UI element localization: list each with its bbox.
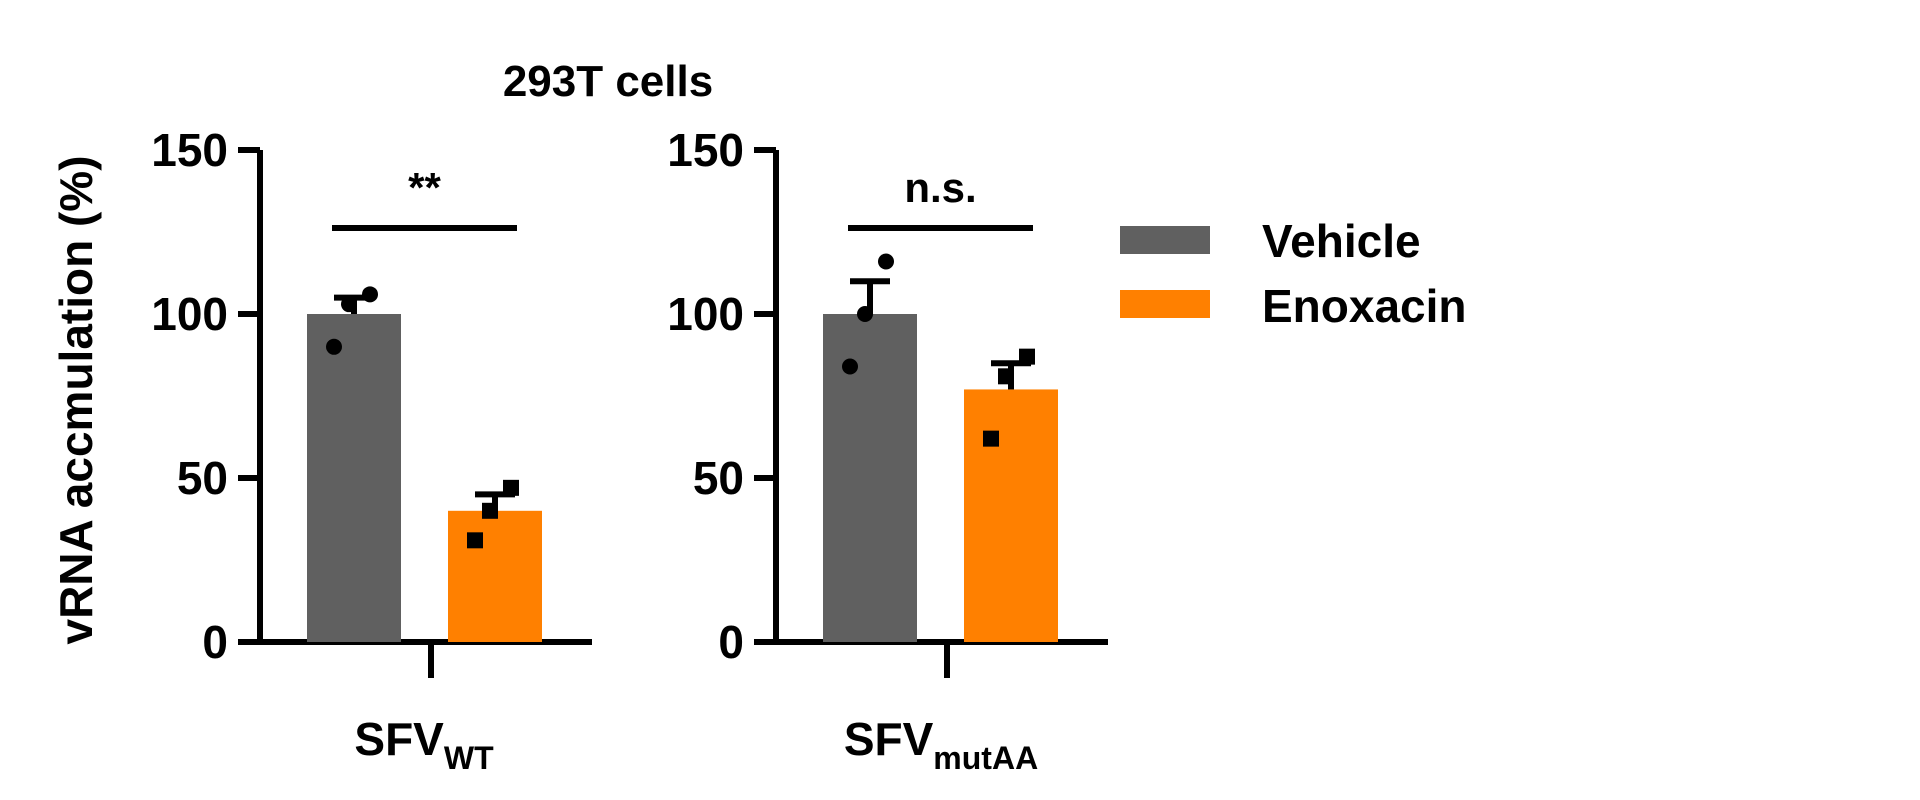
data-point-enoxacin-sfv-wt-2	[503, 479, 519, 496]
data-point-vehicle-sfv-mutaa-0	[842, 358, 858, 375]
legend: Vehicle Enoxacin	[1120, 215, 1467, 332]
y-tick-label-100: 100	[667, 288, 744, 340]
bar-vehicle-sfv-mutaa	[823, 314, 917, 642]
data-point-vehicle-sfv-wt-1	[341, 296, 357, 313]
legend-label-vehicle: Vehicle	[1262, 215, 1421, 267]
data-point-enoxacin-sfv-mutaa-0	[983, 430, 999, 447]
y-tick-label-50: 50	[693, 452, 744, 504]
y-tick-label-150: 150	[667, 124, 744, 176]
y-tick-label-0: 0	[202, 616, 228, 668]
legend-label-enoxacin: Enoxacin	[1262, 280, 1467, 332]
bar-vehicle-sfv-wt	[307, 314, 401, 642]
x-category-label-sfv-wt: SFVWT	[354, 713, 494, 776]
x-category-label-sfv-mutaa: SFVmutAA	[844, 713, 1038, 776]
data-point-enoxacin-sfv-wt-1	[482, 502, 498, 519]
bar-enoxacin-sfv-wt	[448, 510, 542, 642]
data-point-vehicle-sfv-mutaa-1	[857, 306, 873, 322]
legend-swatch-enoxacin	[1120, 290, 1210, 318]
chart-title: 293T cells	[503, 57, 713, 106]
bar-enoxacin-sfv-mutaa	[964, 389, 1058, 642]
significance-label-sfv-wt: **	[408, 164, 441, 211]
legend-swatch-vehicle	[1120, 226, 1210, 254]
data-point-enoxacin-sfv-mutaa-1	[998, 368, 1014, 385]
y-axis-title: vRNA accmulation (%)	[50, 155, 102, 644]
panel-sfv-wt: 0 50 100 150 SFVWT **	[151, 124, 592, 776]
significance-label-sfv-mutaa: n.s.	[904, 164, 976, 211]
y-tick-label-0: 0	[718, 616, 744, 668]
y-tick-label-100: 100	[151, 288, 228, 340]
data-point-vehicle-sfv-wt-0	[326, 338, 342, 355]
data-point-vehicle-sfv-wt-2	[362, 286, 378, 303]
y-tick-label-150: 150	[151, 124, 228, 176]
y-tick-label-50: 50	[177, 452, 228, 504]
data-point-vehicle-sfv-mutaa-2	[878, 253, 894, 270]
data-point-enoxacin-sfv-mutaa-2	[1019, 348, 1035, 365]
panel-sfv-mutaa: 0 50 100 150 SFVmutAA n.s.	[667, 124, 1108, 776]
data-point-enoxacin-sfv-wt-0	[467, 532, 483, 549]
